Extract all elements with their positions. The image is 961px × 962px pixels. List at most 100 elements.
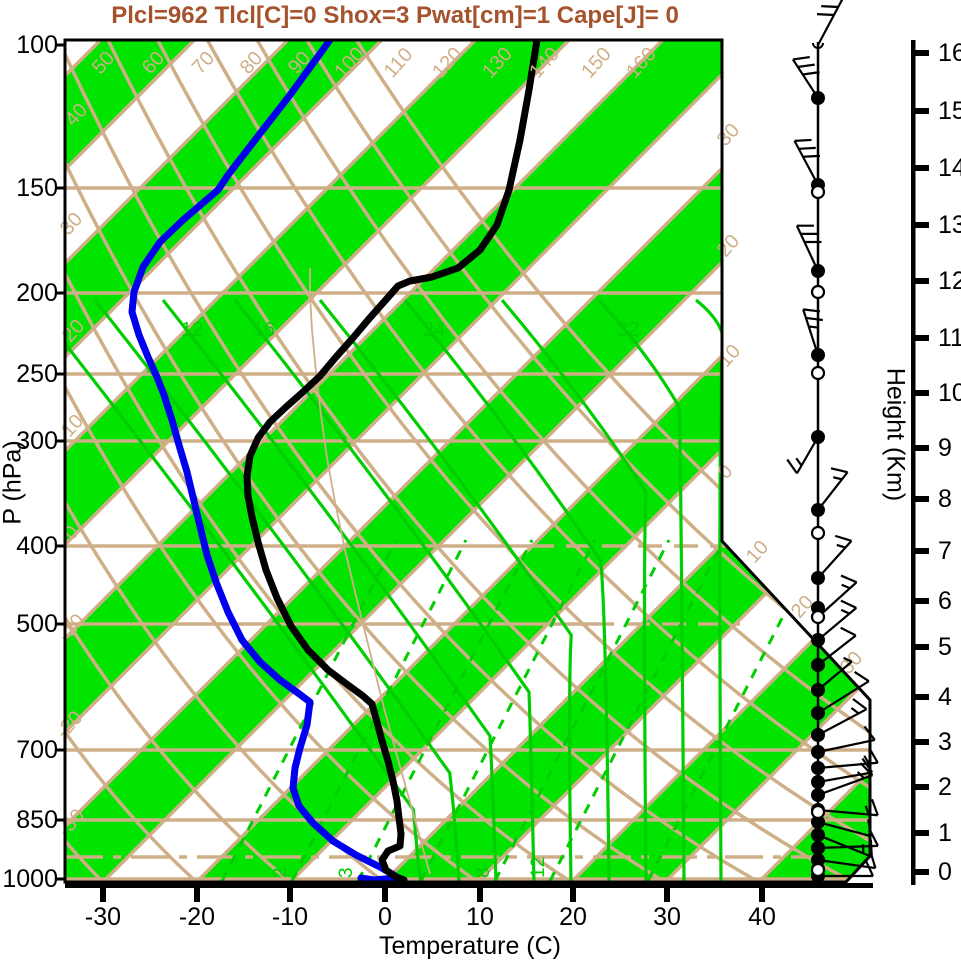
sounding-indices-title: Plcl=962 Tlcl[C]=0 Shox=3 Pwat[cm]=1 Cap… [111,2,679,29]
station-open-circle [810,365,826,381]
station-dot [811,775,825,789]
tick-label: 12 [181,319,203,341]
km-tick [913,548,929,554]
tick-label: 8 [938,485,952,513]
wind-barb [802,308,823,356]
wind-barb [817,599,858,641]
tick-label: 100 [16,31,58,59]
km-tick [913,644,929,650]
tick-label: 40 [748,903,776,931]
tick-label: 700 [16,736,58,764]
tick-label: -30 [85,903,121,931]
station-dot [811,706,825,720]
tick-label: 0 [714,460,738,483]
tick-label: 10 [466,903,494,931]
station-dot [811,745,825,759]
p-tick [56,818,65,822]
tick-label: 5 [938,633,952,661]
wind-barb [786,436,819,475]
tick-label: 10 [938,379,961,407]
station-dot [811,91,825,105]
pressure-axis: 100 150 200 250 300 400 500 700 850 1000 [2,31,65,893]
station-dot [811,503,825,517]
station-dot [811,683,825,697]
station-open-circle [810,525,826,541]
km-tick [913,784,929,790]
tick-label: 11 [938,324,961,352]
dry-adiabat-lines [65,40,870,882]
station-open-circle [810,184,826,200]
green-band [65,40,382,882]
km-tick [913,869,929,875]
wind-barb [817,698,868,736]
tick-label: 300 [16,427,58,455]
p-tick [56,544,65,548]
tick-label: 4 [938,683,952,711]
mixing-ratio-labels: 2 3 8 12 [270,857,549,878]
p-tick [56,748,65,752]
tick-label: 6 [938,587,952,615]
wind-barb [817,671,870,714]
wind-barb [817,747,879,770]
tick-label: 30 [56,208,87,239]
parcel-curve [309,268,431,875]
p-tick [56,439,65,443]
tick-label: -10 [272,903,308,931]
station-dot [811,788,825,802]
tick-label: 850 [16,806,58,834]
tick-label: 1000 [2,865,58,893]
wind-barb [817,656,853,691]
x-tick [759,888,765,902]
wind-barb-column [786,0,879,883]
tick-label: 400 [16,532,58,560]
tick-label: 30 [653,903,681,931]
x-tick [287,888,293,902]
wind-barb [795,224,822,272]
km-tick [913,390,929,396]
station-open-circle [810,862,826,878]
wind-barb [817,725,876,754]
km-tick [913,335,929,341]
tick-label: 30 [713,119,744,150]
x-tick [100,888,106,902]
tick-label: 9 [938,434,952,462]
tick-label: 12 [938,267,961,295]
x-tick [570,888,576,902]
km-tick [913,222,929,228]
tick-label: 13 [938,211,961,239]
station-open-circle [810,284,826,300]
wind-barb [817,851,877,870]
x-tick [194,888,200,902]
x-tick [477,888,483,902]
tick-label: 32 [617,319,639,341]
wind-barb [817,762,874,797]
station-dot [811,828,825,842]
station-dot [811,658,825,672]
green-band [196,40,870,882]
station-dot [811,815,825,829]
station-dot [811,761,825,775]
p-tick [56,186,65,190]
wind-barb [817,574,858,618]
station-open-circle [810,804,826,820]
x-tick [382,888,388,902]
p-tick [56,622,65,626]
p-tick [56,372,65,376]
tick-label: 7 [938,537,952,565]
moist-adiabat-lines [65,298,725,882]
station-dot [811,264,825,278]
km-tick [913,830,929,836]
km-tick [913,496,929,502]
tick-label: 500 [16,610,58,638]
tick-label: 20 [559,903,587,931]
km-tick [913,694,929,700]
tick-label: 3 [938,728,952,756]
km-tick [913,108,929,114]
tick-label: 14 [938,154,961,182]
tick-label: 15 [938,97,961,125]
km-tick [913,598,929,604]
km-tick [913,165,929,171]
km-tick [913,278,929,284]
x-tick [664,888,670,902]
tick-label: -20 [179,903,215,931]
